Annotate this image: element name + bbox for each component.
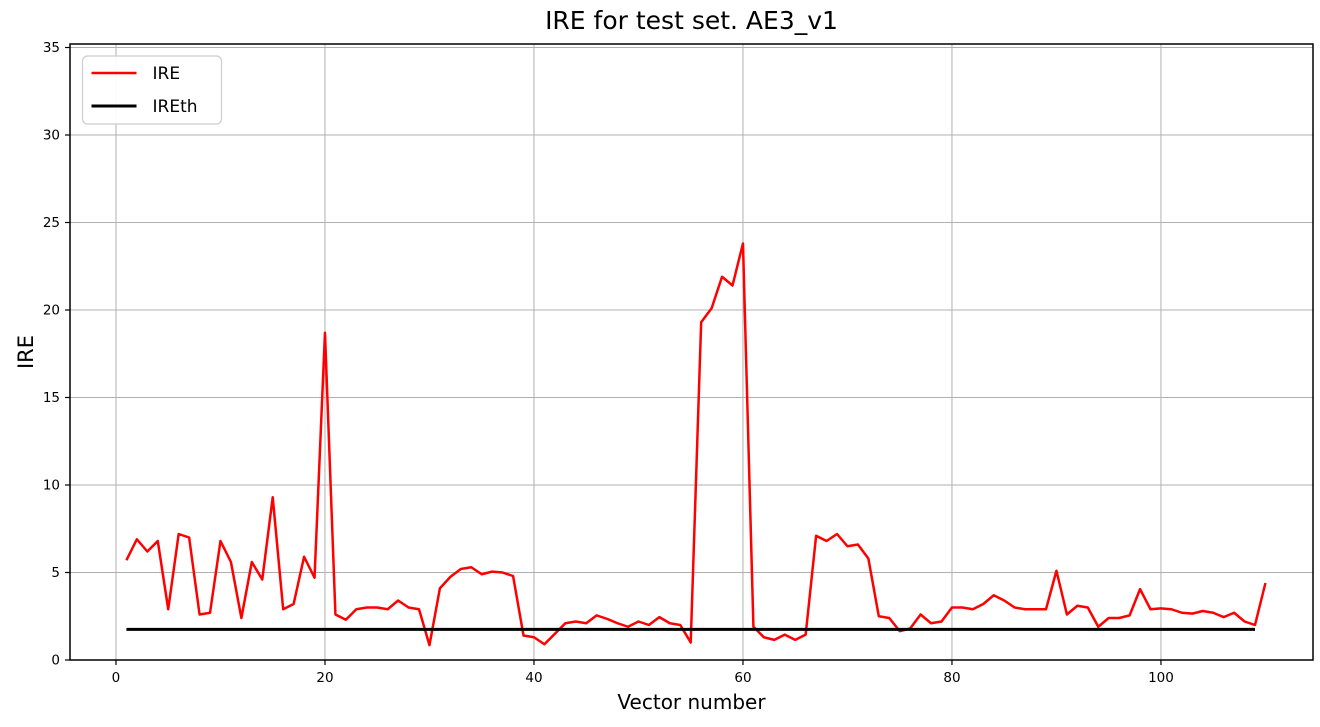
legend-label-ireth: IREth <box>153 97 198 117</box>
y-tick-label: 15 <box>43 390 60 406</box>
chart-title: IRE for test set. AE3_v1 <box>545 6 838 35</box>
x-tick-label: 100 <box>1148 670 1174 686</box>
y-tick-label: 20 <box>43 303 60 319</box>
x-tick-label: 60 <box>734 670 751 686</box>
y-tick-label: 25 <box>43 215 60 231</box>
ire-line <box>125 242 1267 647</box>
y-tick-label: 5 <box>51 565 60 581</box>
x-axis-label: Vector number <box>617 690 766 714</box>
y-tick-label: 0 <box>51 653 60 669</box>
x-tick-label: 0 <box>112 670 121 686</box>
axes-spines <box>69 43 1314 661</box>
y-axis-label: IRE <box>14 334 38 370</box>
x-tick-label: 80 <box>943 670 960 686</box>
x-tick-label: 20 <box>316 670 333 686</box>
x-tick-label: 40 <box>525 670 542 686</box>
y-tick-label: 30 <box>43 128 60 144</box>
y-tick-label: 35 <box>43 40 60 56</box>
y-tick-label: 10 <box>43 478 60 494</box>
legend-label-ire: IRE <box>153 64 181 84</box>
